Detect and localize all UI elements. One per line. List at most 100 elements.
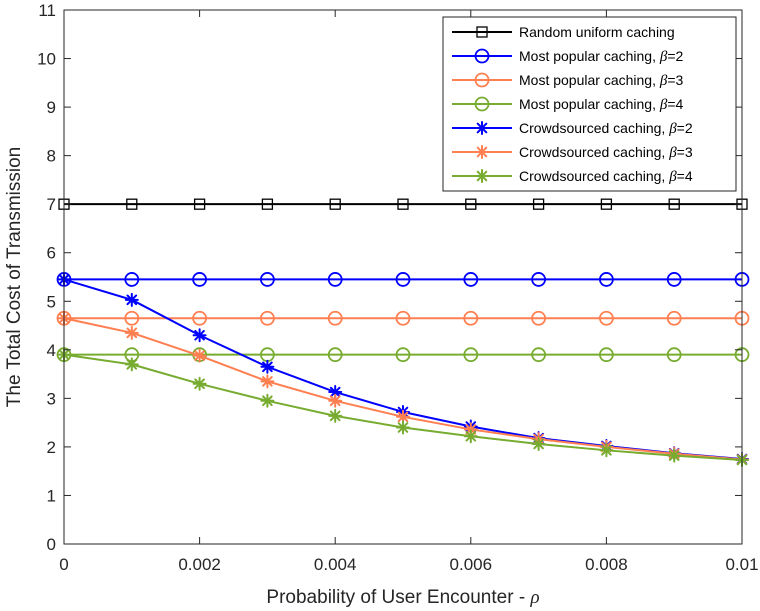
y-tick-label-10: 9 <box>47 98 56 117</box>
data-point-s6-6 <box>396 409 410 424</box>
legend-marker-1 <box>476 26 488 38</box>
legend-marker-2 <box>474 48 490 64</box>
data-point-s3-7 <box>463 310 479 326</box>
data-point-s3-2 <box>124 310 140 326</box>
legend-marker-5 <box>475 121 489 135</box>
data-point-s1-5 <box>329 198 341 210</box>
data-point-s7-5 <box>328 408 343 423</box>
data-point-s1-2 <box>126 198 138 210</box>
x-tick-label-4: 0.006 <box>450 555 493 574</box>
data-point-s1-7 <box>465 198 477 210</box>
series-1 <box>58 198 748 210</box>
data-point-s5-2 <box>124 292 139 307</box>
data-point-s4-10 <box>666 347 682 363</box>
legend-label-1: Random uniform caching <box>519 24 675 40</box>
y-axis-label: The Total Cost of Transmission <box>4 147 25 407</box>
y-tick-label-6: 5 <box>47 292 56 311</box>
y-tick-label-7: 6 <box>47 244 56 263</box>
data-point-s3-4 <box>259 310 275 326</box>
x-tick-label-1: 0 <box>59 555 68 574</box>
legend-entry-1: Random uniform caching <box>452 24 675 40</box>
y-tick-label-2: 1 <box>47 486 56 505</box>
data-point-s2-8 <box>531 272 546 287</box>
data-point-s1-6 <box>397 198 409 210</box>
y-tick-label-4: 3 <box>47 389 56 408</box>
x-tick-label-6: 0.01 <box>725 555 758 574</box>
data-point-s3-6 <box>395 310 411 326</box>
y-tick-label-12: 11 <box>38 1 56 20</box>
x-axis-label: Probability of User Encounter - ρ <box>266 587 539 608</box>
x-tick-label-3: 0.004 <box>314 555 357 574</box>
legend-marker-6 <box>475 145 489 159</box>
data-point-s5-4 <box>260 359 275 374</box>
data-point-s1-10 <box>668 198 680 210</box>
legend-entry-7: Crowdsourced caching, β=4 <box>452 168 693 185</box>
data-point-s2-4 <box>259 272 275 287</box>
data-point-s7-10 <box>667 448 682 463</box>
legend-label-3: Most popular caching, β=3 <box>519 72 684 89</box>
data-point-s4-7 <box>463 347 479 363</box>
data-point-s4-8 <box>531 347 546 363</box>
legend: Random uniform caching Most popular cachi… <box>442 16 737 192</box>
data-point-s7-3 <box>192 376 207 391</box>
data-point-s1-4 <box>261 198 274 210</box>
data-point-s3-8 <box>531 310 546 326</box>
x-axis-label-symbol: ρ <box>529 587 539 608</box>
legend-label-4: Most popular caching, β=4 <box>519 96 684 113</box>
data-point-s7-9 <box>599 443 614 458</box>
data-point-s7-2 <box>124 357 139 372</box>
legend-entry-6: Crowdsourced caching, β=3 <box>452 144 693 161</box>
x-tick-label-2: 0.002 <box>178 555 221 574</box>
y-tick-label-1: 0 <box>47 535 56 554</box>
data-point-s6-4 <box>260 374 275 389</box>
data-point-s2-9 <box>599 272 614 287</box>
data-point-s2-3 <box>192 272 208 287</box>
data-point-s4-6 <box>395 347 411 363</box>
data-point-s6-3 <box>192 348 207 363</box>
legend-label-7: Crowdsourced caching, β=4 <box>519 168 693 185</box>
legend-entry-3: Most popular caching, β=3 <box>452 72 684 89</box>
data-point-s6-2 <box>124 325 139 340</box>
legend-marker-7 <box>475 169 489 183</box>
y-tick-label-5: 4 <box>47 341 56 360</box>
data-point-s1-9 <box>600 198 613 210</box>
x-tick-label-5: 0.008 <box>585 555 628 574</box>
legend-label-2: Most popular caching, β=2 <box>519 48 684 65</box>
data-point-s2-7 <box>463 272 479 287</box>
x-axis-label-text: Probability of User Encounter - <box>266 587 530 608</box>
data-point-s4-5 <box>327 347 343 363</box>
data-point-s7-6 <box>396 420 410 435</box>
y-tick-label-11: 10 <box>37 50 56 69</box>
data-point-s3-3 <box>192 310 208 326</box>
legend-marker-4 <box>474 96 490 112</box>
data-point-s2-6 <box>395 272 411 287</box>
y-tick-label-8: 7 <box>47 195 56 214</box>
series-layer <box>56 198 750 468</box>
data-point-s3-9 <box>599 310 614 326</box>
data-point-s6-5 <box>328 393 343 408</box>
legend-marker-3 <box>474 72 490 88</box>
y-tick-label-3: 2 <box>47 438 56 457</box>
legend-label-6: Crowdsourced caching, β=3 <box>519 144 693 161</box>
data-point-s1-3 <box>193 198 206 210</box>
series-7 <box>57 347 749 468</box>
y-tick-label-9: 8 <box>47 147 56 166</box>
data-point-s5-5 <box>328 385 343 400</box>
legend-label-5: Crowdsourced caching, β=2 <box>519 120 693 137</box>
legend-entry-2: Most popular caching, β=2 <box>452 48 684 65</box>
axes-box <box>63 9 743 545</box>
data-point-s2-5 <box>327 272 343 287</box>
data-point-s5-3 <box>192 328 207 343</box>
data-point-s2-10 <box>666 272 682 287</box>
data-point-s2-2 <box>124 272 140 287</box>
data-point-s7-4 <box>260 393 275 408</box>
data-point-s7-8 <box>531 436 546 451</box>
data-point-s7-7 <box>463 429 478 444</box>
data-point-s4-9 <box>599 347 614 363</box>
data-point-s3-10 <box>666 310 682 326</box>
data-point-s3-5 <box>327 310 343 326</box>
axes-layer: 0 0.002 0.004 0.006 0.008 0.01 0 1 2 3 4 5 6 7 8 9 10 11 <box>37 1 758 574</box>
legend-entry-4: Most popular caching, β=4 <box>452 96 684 113</box>
legend-entry-5: Crowdsourced caching, β=2 <box>452 120 693 137</box>
